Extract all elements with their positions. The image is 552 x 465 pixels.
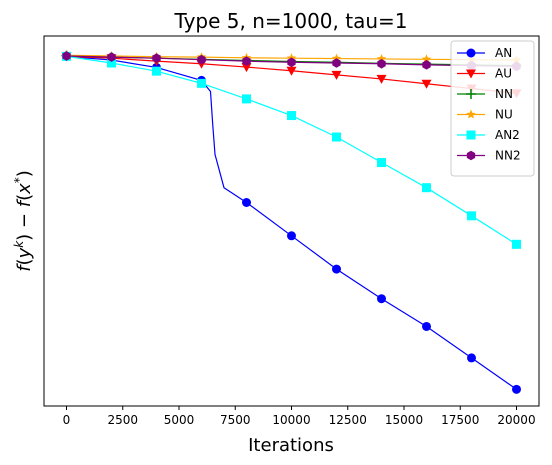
- legend-item: AN: [457, 46, 512, 60]
- data-point: [466, 130, 476, 140]
- x-tick-label: 7500: [220, 413, 251, 427]
- legend-item: AN2: [457, 128, 520, 142]
- data-point: [287, 231, 296, 241]
- data-point: [467, 211, 476, 221]
- legend-label: AU: [495, 67, 512, 81]
- x-tick-label: 12500: [329, 413, 367, 427]
- chart-title: Type 5, n=1000, tau=1: [173, 9, 407, 33]
- legend-label: NN2: [495, 149, 521, 163]
- data-point: [421, 79, 432, 89]
- data-point: [197, 54, 206, 65]
- data-point: [241, 63, 252, 73]
- legend-item: NN: [457, 87, 513, 101]
- data-point: [331, 70, 342, 80]
- x-tick-label: 0: [63, 413, 71, 427]
- series-line: [66, 55, 517, 245]
- legend: AN AU NN NU AN2 NN2: [450, 40, 535, 177]
- legend-label: AN2: [495, 128, 520, 142]
- series-an2: [62, 51, 521, 249]
- series-layer: [61, 50, 522, 394]
- data-point: [62, 51, 71, 61]
- series-line: [66, 55, 517, 390]
- x-tick-label: 15000: [385, 413, 423, 427]
- x-tick-label: 5000: [164, 413, 195, 427]
- x-tick-label: 20000: [497, 413, 535, 427]
- data-point: [332, 132, 341, 142]
- data-point: [376, 74, 387, 84]
- data-point: [152, 53, 161, 63]
- x-axis-label: Iterations: [248, 435, 334, 456]
- data-point: [242, 56, 251, 66]
- y-axis-label: f(yk) − f(x*): [12, 170, 35, 272]
- data-point: [197, 78, 206, 88]
- data-point: [242, 198, 251, 207]
- x-axis-ticks: 0 2500 5000 7500 10000 12500 15000 17500 20000: [63, 406, 536, 427]
- legend-item: NN2: [457, 149, 521, 163]
- data-point: [376, 53, 387, 63]
- data-point: [107, 58, 116, 68]
- legend-label: AN: [495, 46, 512, 60]
- data-point: [466, 69, 476, 79]
- data-point: [466, 48, 476, 58]
- data-point: [286, 66, 297, 76]
- data-point: [332, 264, 341, 274]
- legend-label: NN: [495, 87, 513, 101]
- data-point: [466, 150, 476, 161]
- data-point: [422, 60, 431, 70]
- data-point: [152, 66, 161, 76]
- data-point: [422, 183, 431, 193]
- data-point: [107, 52, 116, 62]
- x-tick-label: 17500: [441, 413, 479, 427]
- data-point: [512, 384, 521, 394]
- data-point: [377, 58, 386, 69]
- legend-label: NU: [495, 108, 513, 122]
- data-point: [332, 58, 341, 68]
- x-tick-label: 2500: [107, 413, 138, 427]
- x-tick-label: 10000: [272, 413, 310, 427]
- data-point: [331, 53, 342, 63]
- data-point: [242, 94, 251, 104]
- data-point: [466, 89, 476, 99]
- data-point: [466, 109, 476, 119]
- data-point: [377, 158, 386, 168]
- data-point: [422, 321, 431, 331]
- data-point: [512, 239, 521, 249]
- data-point: [421, 54, 432, 64]
- data-point: [287, 57, 296, 68]
- legend-item: NU: [457, 108, 513, 122]
- data-point: [467, 353, 476, 363]
- legend-item: AU: [457, 67, 512, 81]
- data-point: [287, 111, 296, 121]
- data-point: [377, 294, 386, 304]
